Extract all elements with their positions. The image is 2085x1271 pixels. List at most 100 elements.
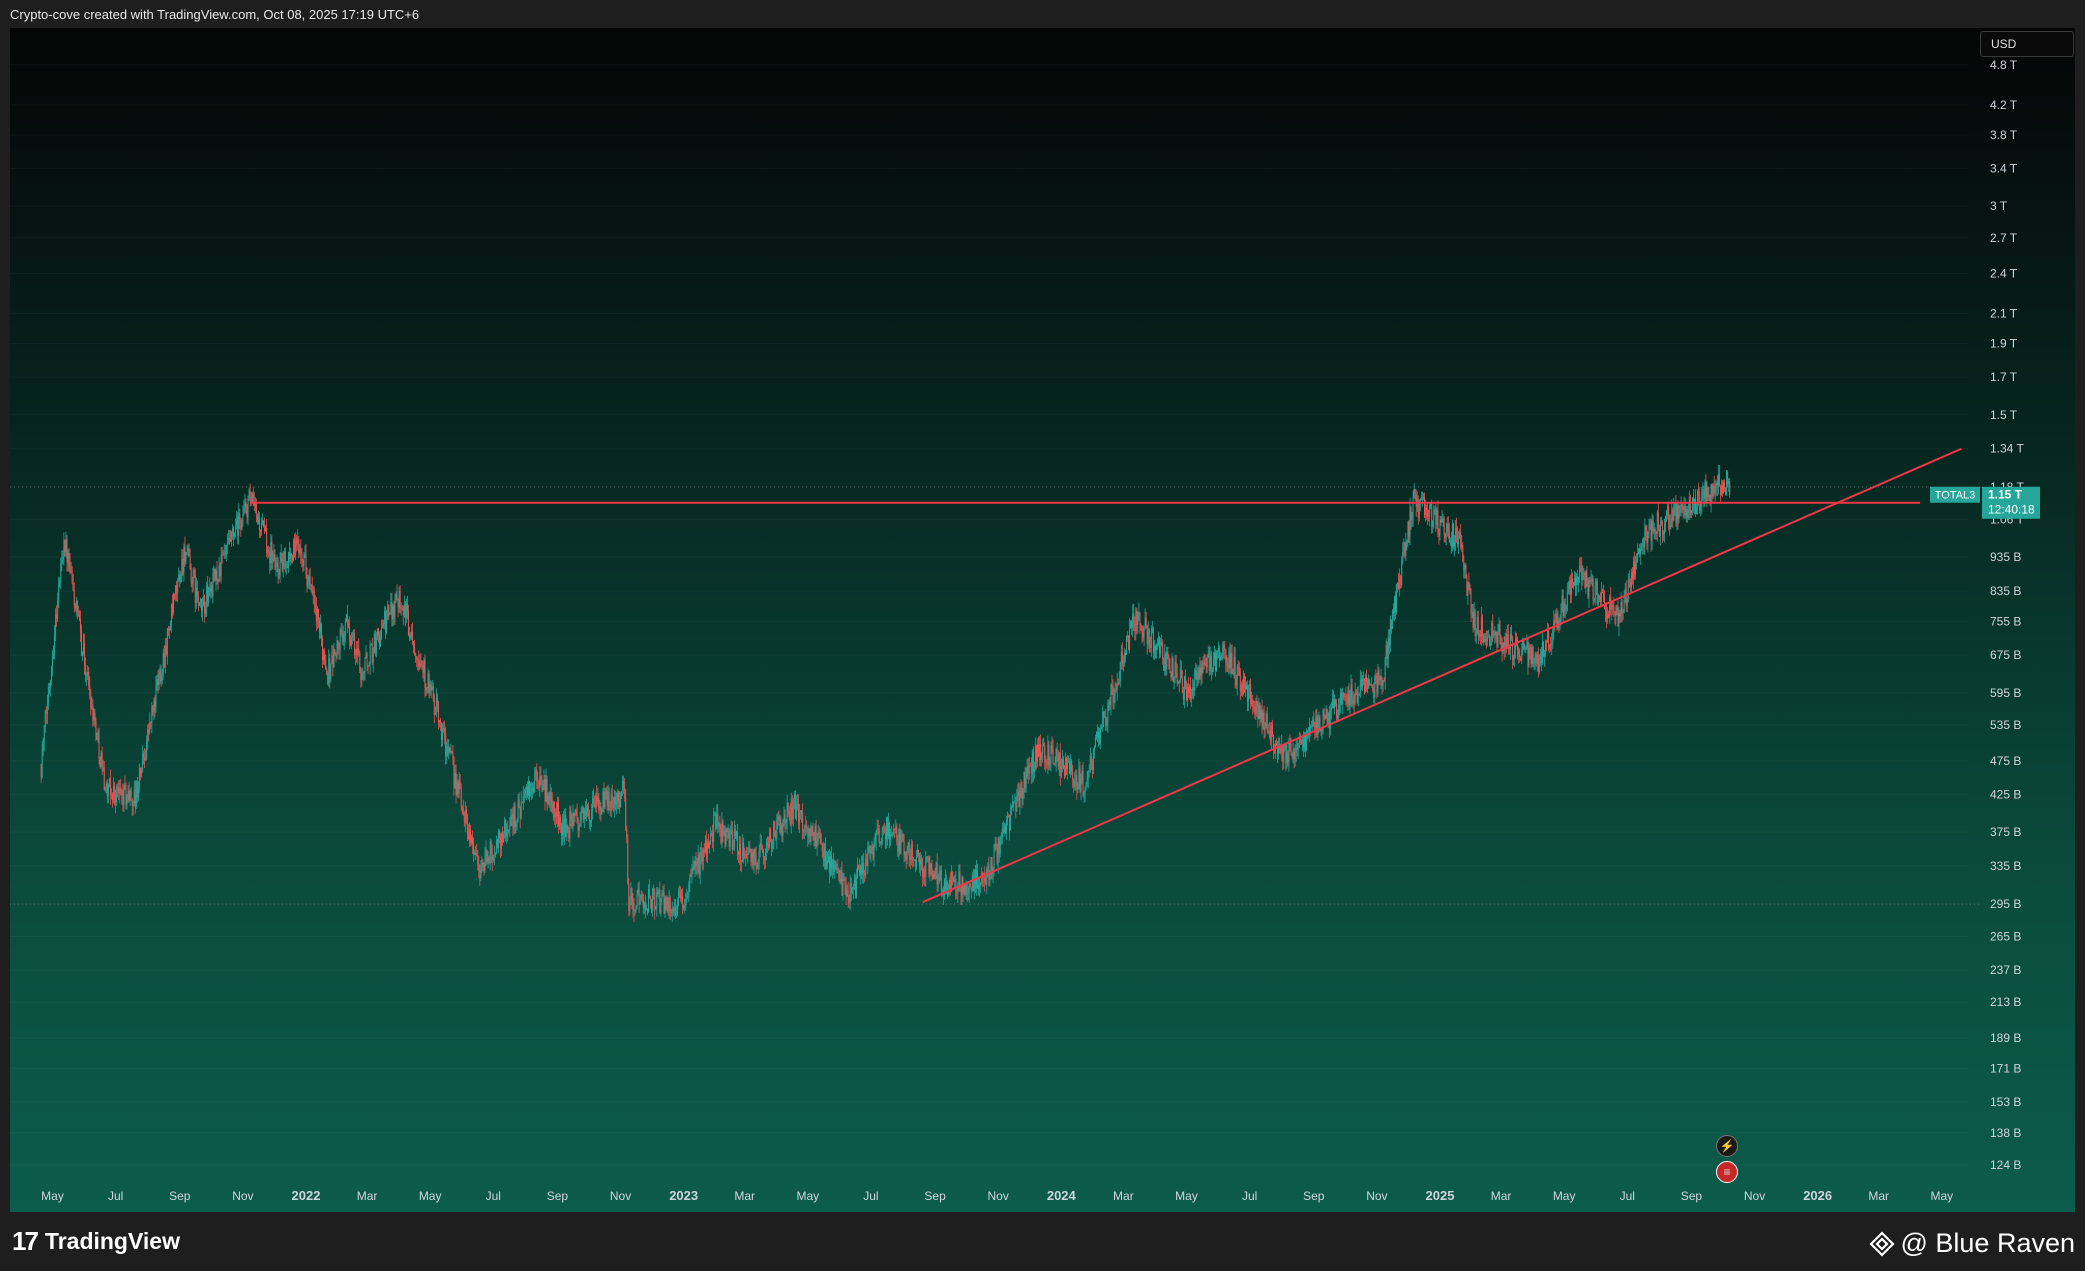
price-tick-label: 138 B <box>1990 1126 2021 1140</box>
candle-up-body <box>828 856 830 863</box>
candle-down-body <box>1181 678 1183 693</box>
candle-down-body <box>724 831 726 845</box>
time-tick-label: Mar <box>1868 1189 1889 1203</box>
candle-down-body <box>638 889 640 905</box>
candle-down-body <box>1289 742 1291 744</box>
candle-down-body <box>1584 572 1586 589</box>
candle-down-body <box>1351 684 1353 705</box>
candle-down-body <box>1038 744 1040 756</box>
candle-up-body <box>1104 717 1106 718</box>
currency-selector[interactable]: USD <box>1980 31 2074 57</box>
candle-down-body <box>1472 612 1474 629</box>
candle-up-body <box>692 866 694 869</box>
candle-up-body <box>59 579 61 583</box>
candle-up-body <box>1533 661 1535 664</box>
candle-up-body <box>1560 603 1562 621</box>
candle-down-body <box>623 780 625 788</box>
candle-down-body <box>1243 675 1245 687</box>
tradingview-logo[interactable]: 17 TradingView <box>12 1226 180 1256</box>
candle-down-body <box>1376 678 1378 693</box>
candle-down-body <box>1109 701 1111 706</box>
candle-up-body <box>808 828 810 837</box>
candle-up-body <box>1039 743 1041 756</box>
candle-down-body <box>1625 588 1627 606</box>
candle-down-body <box>1709 495 1711 504</box>
candle-up-body <box>501 834 503 849</box>
candle-down-body <box>1234 656 1236 679</box>
lightning-icon[interactable]: ⚡ <box>1716 1135 1738 1157</box>
candle-down-body <box>1431 502 1433 527</box>
candle-up-body <box>1467 582 1469 596</box>
candle-down-body <box>798 803 800 823</box>
candle-down-body <box>1457 532 1459 545</box>
candle-up-body <box>376 628 378 637</box>
candle-up-body <box>1107 705 1109 723</box>
flag-icon[interactable]: ≡ <box>1716 1161 1738 1183</box>
candle-down-body <box>701 856 703 862</box>
candle-up-body <box>578 825 580 832</box>
candle-down-body <box>237 517 239 536</box>
candle-down-body <box>847 890 849 898</box>
candle-down-body <box>1142 632 1144 638</box>
candle-up-body <box>199 599 201 603</box>
candle-down-body <box>1167 652 1169 657</box>
candle-up-body <box>637 889 639 894</box>
candle-down-body <box>1256 700 1258 707</box>
candle-down-body <box>565 814 567 838</box>
candle-down-body <box>358 648 360 653</box>
candle-up-body <box>741 861 743 863</box>
candle-down-body <box>256 514 258 523</box>
candle-down-body <box>1460 532 1462 548</box>
candle-down-body <box>396 594 398 601</box>
candle-up-body <box>1339 704 1341 706</box>
candle-down-body <box>1165 653 1167 670</box>
candle-down-body <box>1517 639 1519 649</box>
candle-up-body <box>58 582 60 600</box>
candle-up-body <box>180 575 182 582</box>
candle-down-body <box>922 867 924 878</box>
candle-down-body <box>1302 739 1304 749</box>
candle-down-body <box>1221 657 1223 660</box>
candle-down-body <box>818 832 820 834</box>
price-chart[interactable]: 4.8 T4.2 T3.8 T3.4 T3 T2.7 T2.4 T2.1 T1.… <box>10 28 2075 1212</box>
candle-down-body <box>1029 765 1031 766</box>
candle-down-body <box>642 898 644 908</box>
candle-up-body <box>1200 668 1202 676</box>
candle-up-body <box>865 858 867 876</box>
candle-up-body <box>121 789 123 796</box>
candle-up-body <box>688 883 690 893</box>
candle-down-body <box>835 860 837 870</box>
candle-up-body <box>1017 791 1019 796</box>
candle-down-body <box>224 552 226 555</box>
candle-down-body <box>1027 766 1029 774</box>
candle-down-body <box>420 662 422 666</box>
candle-down-body <box>541 780 543 791</box>
candle-up-body <box>585 806 587 818</box>
candle-up-body <box>562 819 564 836</box>
candle-down-body <box>453 757 455 788</box>
candle-up-body <box>780 825 782 833</box>
candle-down-body <box>1378 670 1380 676</box>
price-tick-label: 475 B <box>1990 754 2021 768</box>
candle-down-body <box>1316 716 1318 736</box>
candle-down-body <box>784 814 786 824</box>
candle-down-body <box>1652 520 1654 532</box>
candle-up-body <box>126 800 128 805</box>
candle-down-body <box>1337 715 1339 718</box>
candle-down-body <box>582 807 584 820</box>
candle-up-body <box>694 861 696 868</box>
candle-down-body <box>302 561 304 566</box>
candle-up-body <box>531 788 533 792</box>
candle-up-body <box>244 502 246 509</box>
candle-up-body <box>1034 745 1036 769</box>
candle-down-body <box>1606 611 1608 619</box>
candle-down-body <box>1112 686 1114 703</box>
candle-up-body <box>1322 710 1324 731</box>
candle-up-body <box>1037 744 1039 762</box>
candle-down-body <box>124 784 126 789</box>
candle-down-body <box>346 614 348 624</box>
candle-up-body <box>303 554 305 566</box>
candle-down-body <box>940 870 942 892</box>
candle-down-body <box>1682 505 1684 511</box>
